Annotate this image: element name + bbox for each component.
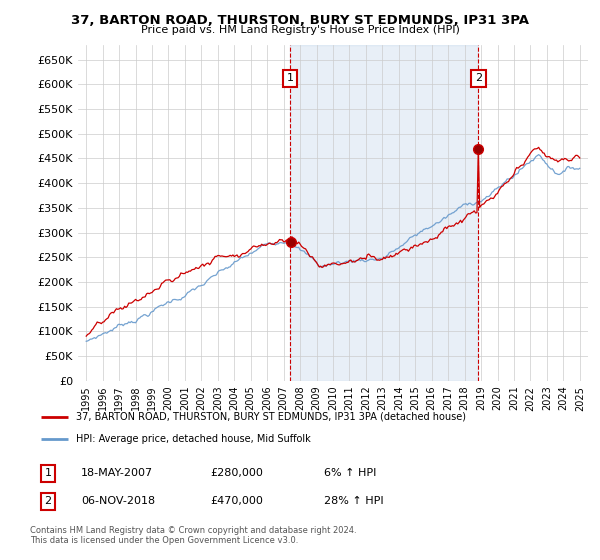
- Text: 18-MAY-2007: 18-MAY-2007: [81, 468, 153, 478]
- Text: This data is licensed under the Open Government Licence v3.0.: This data is licensed under the Open Gov…: [30, 536, 298, 545]
- Text: 1: 1: [286, 73, 293, 83]
- Text: 6% ↑ HPI: 6% ↑ HPI: [324, 468, 376, 478]
- Text: 37, BARTON ROAD, THURSTON, BURY ST EDMUNDS, IP31 3PA: 37, BARTON ROAD, THURSTON, BURY ST EDMUN…: [71, 14, 529, 27]
- Text: 2: 2: [475, 73, 482, 83]
- Text: 1: 1: [44, 468, 52, 478]
- Text: 2: 2: [44, 496, 52, 506]
- Text: £470,000: £470,000: [210, 496, 263, 506]
- Text: £280,000: £280,000: [210, 468, 263, 478]
- Text: Contains HM Land Registry data © Crown copyright and database right 2024.: Contains HM Land Registry data © Crown c…: [30, 526, 356, 535]
- Text: 06-NOV-2018: 06-NOV-2018: [81, 496, 155, 506]
- Text: HPI: Average price, detached house, Mid Suffolk: HPI: Average price, detached house, Mid …: [76, 434, 311, 444]
- Text: Price paid vs. HM Land Registry's House Price Index (HPI): Price paid vs. HM Land Registry's House …: [140, 25, 460, 35]
- Bar: [290, 45, 478, 381]
- Text: 28% ↑ HPI: 28% ↑ HPI: [324, 496, 383, 506]
- Text: 37, BARTON ROAD, THURSTON, BURY ST EDMUNDS, IP31 3PA (detached house): 37, BARTON ROAD, THURSTON, BURY ST EDMUN…: [76, 412, 466, 422]
